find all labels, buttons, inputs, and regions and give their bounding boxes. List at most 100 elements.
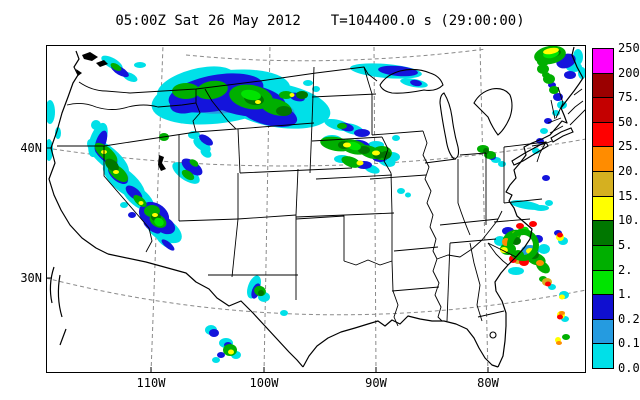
- state-border: [311, 136, 383, 142]
- state-border: [363, 66, 373, 135]
- colorbar-swatch: [592, 318, 614, 345]
- state-border: [295, 212, 395, 218]
- state-border: [311, 66, 315, 124]
- precip-cell: [578, 67, 586, 79]
- precip-cell: [483, 148, 489, 154]
- colorbar-swatch: [592, 48, 614, 74]
- state-border: [239, 167, 353, 174]
- x-axis-label: 110W: [136, 376, 166, 390]
- parallel-gridline: [45, 277, 587, 316]
- state-border: [459, 152, 487, 156]
- state-border: [295, 215, 345, 261]
- precip-cell: [540, 128, 548, 134]
- plot-datetime: 05:00Z Sat 26 May 2012: [115, 13, 301, 29]
- coastline: [494, 46, 584, 368]
- precip-cell: [303, 80, 313, 86]
- precip-cell: [372, 150, 380, 156]
- colorbar-swatch: [592, 72, 614, 99]
- state-border: [393, 246, 439, 252]
- precip-cell: [105, 158, 119, 172]
- state-border: [493, 218, 531, 223]
- precip-cell: [258, 290, 264, 296]
- x-axis-label: 100W: [249, 376, 279, 390]
- precip-cell: [557, 314, 563, 320]
- state-border: [477, 310, 505, 318]
- precip-cell: [397, 188, 405, 194]
- precip-cell: [255, 100, 261, 104]
- precip-cell: [134, 62, 146, 68]
- precip-cell: [556, 341, 562, 345]
- state-border: [369, 174, 427, 180]
- precip-cell: [181, 158, 203, 176]
- coastline: [59, 328, 67, 346]
- precip-cell: [120, 202, 128, 208]
- meridian-gridline: [479, 44, 489, 374]
- plot-timer: T=104400.0 s (29:00:00): [330, 13, 525, 29]
- state-border: [78, 66, 378, 94]
- precip-cell: [545, 200, 553, 206]
- state-border: [567, 100, 584, 115]
- precip-cell: [564, 71, 576, 79]
- x-axis-label: 90W: [365, 376, 387, 390]
- colorbar-value-label: 20.: [618, 164, 640, 179]
- precip-cell: [536, 260, 544, 266]
- precip-cell: [542, 175, 550, 181]
- precip-cell: [562, 334, 570, 340]
- colorbar-value-label: 200.: [618, 65, 640, 80]
- state-border: [457, 159, 471, 236]
- precip-cell: [91, 120, 101, 130]
- state-border: [381, 136, 392, 174]
- precip-cell: [199, 134, 213, 146]
- precip-cell: [347, 141, 361, 151]
- state-border: [192, 89, 201, 133]
- lake-outline: [489, 331, 497, 339]
- state-border: [436, 210, 503, 260]
- precip-cell: [542, 72, 550, 78]
- precip-cell: [154, 217, 164, 227]
- map-frame-border: [46, 45, 586, 373]
- precip-cell: [128, 212, 136, 218]
- state-border: [235, 122, 315, 130]
- tropical-storm-rainband: [507, 229, 539, 261]
- plot-title: 05:00Z Sat 26 May 2012 T=104400.0 s (29:…: [0, 13, 640, 29]
- colorbar-value-label: 25.: [618, 139, 640, 154]
- precip-cell: [110, 63, 122, 71]
- precip-cell: [280, 310, 288, 316]
- state-border: [549, 125, 564, 134]
- precip-cell: [209, 329, 219, 337]
- precip-cell: [378, 65, 418, 77]
- precip-cell: [533, 205, 549, 211]
- precip-cell: [532, 148, 540, 154]
- state-border: [487, 242, 517, 258]
- state-border: [432, 258, 443, 322]
- precip-cell: [276, 106, 292, 116]
- state-border: [569, 108, 587, 126]
- precip-cell: [161, 239, 175, 251]
- precip-cell: [392, 135, 400, 141]
- state-border: [550, 99, 556, 120]
- state-border: [391, 286, 440, 292]
- colorbar-value-label: 0.01: [618, 361, 640, 375]
- precip-cell: [341, 156, 361, 168]
- y-axis-label: 40N: [20, 141, 42, 155]
- x-axis-label: 80W: [477, 376, 499, 390]
- colorbar-swatch: [592, 294, 614, 320]
- precip-cell: [545, 281, 551, 287]
- precip-cell: [358, 146, 370, 154]
- lake-outline: [550, 127, 574, 143]
- state-border: [178, 218, 239, 222]
- coastline: [49, 266, 55, 304]
- precip-cell: [196, 80, 228, 100]
- precip-cell: [279, 91, 293, 99]
- precip-cell: [573, 49, 583, 65]
- colorbar-swatch: [592, 97, 614, 123]
- island-or-lake-fill: [82, 52, 98, 61]
- state-border: [439, 218, 499, 226]
- precip-cell: [113, 170, 119, 174]
- meridian-gridline: [373, 44, 377, 374]
- colorbar-value-label: 0.25: [618, 311, 640, 326]
- colorbar-swatch: [592, 220, 614, 246]
- state-border: [503, 141, 547, 148]
- state-border: [531, 140, 553, 147]
- precip-cell: [529, 221, 537, 227]
